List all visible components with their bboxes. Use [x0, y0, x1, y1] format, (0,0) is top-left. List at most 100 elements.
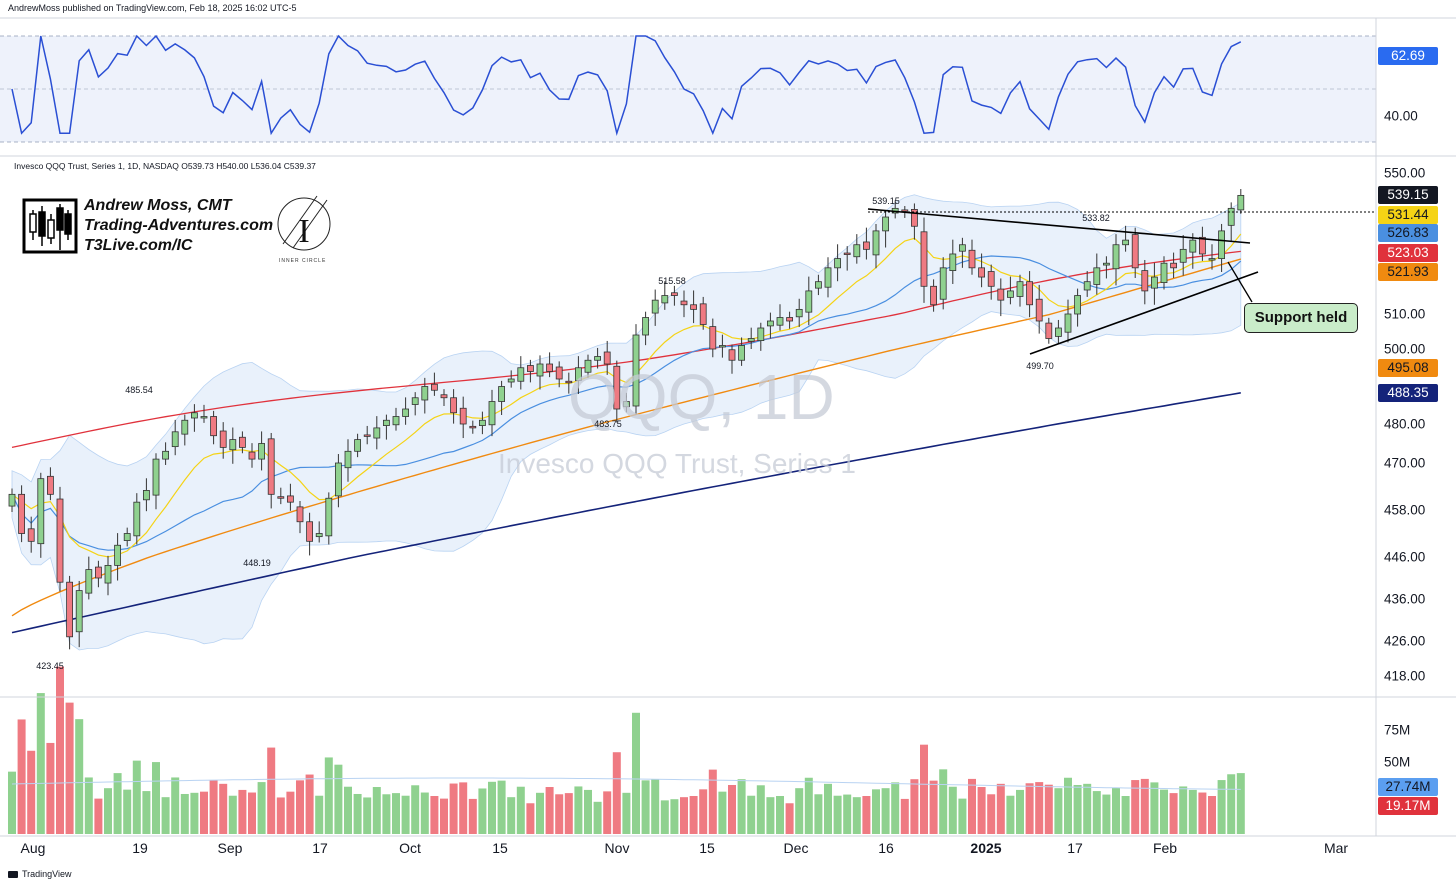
candle [776, 304, 784, 331]
candle-body [575, 367, 582, 381]
candle-body [190, 412, 198, 419]
branding-name: Andrew Moss, CMT [84, 197, 232, 214]
candle-body [642, 317, 649, 336]
volume-bar [881, 788, 890, 834]
candle [1227, 202, 1235, 242]
volume-bar [1102, 794, 1111, 834]
candle-body [901, 209, 909, 212]
candle-body [680, 300, 688, 306]
candle-body [411, 397, 419, 405]
y-tick-label: 418.00 [1384, 668, 1426, 684]
logo-body [38, 211, 46, 237]
candle [363, 425, 371, 445]
support-callout: Support held [1244, 303, 1358, 333]
candle [527, 359, 534, 383]
candle [642, 311, 649, 346]
volume-bar [1227, 774, 1236, 834]
y-tick-label: 550.00 [1384, 165, 1426, 181]
volume-bar [996, 783, 1005, 834]
branding-logo: I [22, 195, 331, 254]
price-label: 526.83 [1378, 224, 1438, 242]
candle [1064, 299, 1072, 343]
volume-bar [353, 793, 362, 834]
candle-body [277, 496, 285, 499]
candle-body [939, 267, 947, 300]
candle-body [469, 425, 477, 429]
volume-bar [1054, 788, 1063, 834]
rsi-pane [0, 34, 1376, 143]
candle-body [747, 338, 755, 342]
candle [1122, 225, 1129, 252]
y-tick-label: 480.00 [1384, 416, 1426, 432]
candle-body [210, 416, 218, 437]
resistance-trendline [867, 208, 1251, 244]
volume-bar [1121, 796, 1130, 834]
candle-body [1122, 239, 1129, 246]
volume-bar [776, 796, 784, 834]
candle [594, 347, 601, 369]
candle-body [1083, 281, 1091, 291]
ema20-line [11, 255, 1242, 551]
volume-bar [27, 750, 36, 834]
volume-bar [267, 747, 276, 834]
candle-body [968, 249, 976, 269]
candle-body [315, 533, 323, 538]
candle-body [536, 363, 544, 377]
candle-body [488, 401, 496, 426]
candle [978, 253, 985, 288]
y-tick-label: 470.00 [1384, 455, 1426, 471]
candle [738, 337, 745, 366]
logo-label: INNER CIRCLE [279, 258, 327, 264]
volume-bar [564, 793, 573, 834]
candle [469, 420, 477, 434]
candle-body [334, 462, 342, 497]
volume-bar [536, 792, 544, 834]
candle-body [325, 497, 333, 537]
watermark-symbol: QQQ, 1D [568, 361, 835, 433]
volume-bar [315, 795, 324, 834]
volume-bar [1006, 795, 1015, 834]
volume-label: 19.17M [1378, 797, 1438, 815]
volume-bar [1073, 784, 1082, 834]
volume-bar [1169, 793, 1178, 834]
candle-body [1208, 258, 1216, 261]
candle-body [1237, 194, 1245, 211]
x-tick-label: 15 [492, 840, 508, 856]
volume-bar [257, 782, 266, 834]
candle-body [498, 386, 506, 402]
volume-bar [843, 794, 852, 834]
candle [1131, 227, 1139, 278]
candle-body [450, 397, 458, 414]
candle-body [555, 366, 563, 380]
logo-body [64, 213, 72, 235]
volume-bar [862, 796, 871, 834]
volume-bar [852, 797, 861, 834]
volume-bar [804, 777, 813, 834]
candle [478, 411, 486, 435]
candle [27, 516, 35, 553]
rsi-value-label: 62.69 [1378, 47, 1438, 65]
candle-body [978, 267, 985, 278]
volume-bar [440, 798, 448, 834]
volume-bar [1025, 783, 1034, 834]
volume-bar [459, 782, 468, 834]
candle [939, 257, 947, 310]
candle [680, 290, 688, 318]
candle [536, 355, 544, 390]
candle [306, 512, 314, 556]
volume-bar [872, 789, 880, 834]
candle [632, 324, 640, 415]
volume-bar [920, 744, 928, 834]
candle [498, 380, 506, 415]
volume-bar [276, 797, 285, 834]
volume-bar [401, 795, 410, 834]
volume-bar [968, 778, 976, 834]
volume-bar [891, 782, 900, 834]
volume-bar [593, 801, 602, 834]
volume-bar [612, 752, 621, 834]
candle-body [1131, 234, 1139, 269]
volume-bar [958, 798, 967, 834]
ema10-line [11, 233, 1242, 558]
volume-label: 27.74M [1378, 778, 1438, 796]
